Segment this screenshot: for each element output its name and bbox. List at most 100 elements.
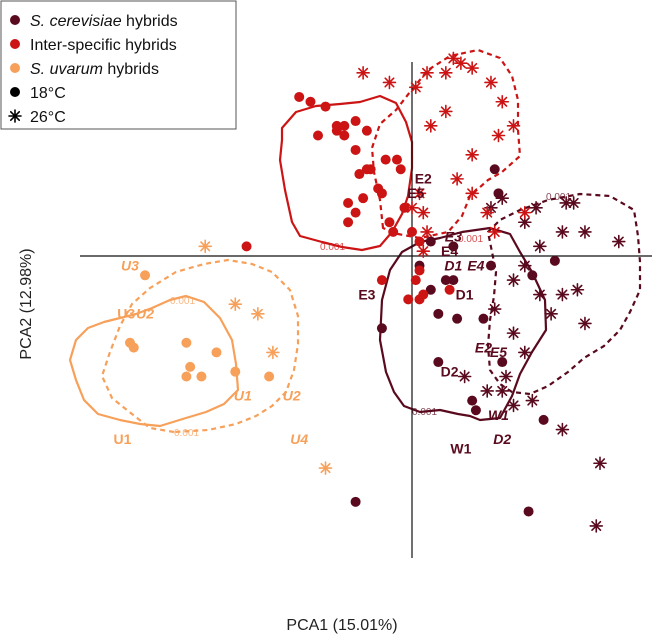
annotation-label: E5 xyxy=(490,344,507,360)
point-inter-18c xyxy=(399,202,410,213)
point-cerevisiae-18c xyxy=(467,395,478,406)
point-cerevisiae-18c xyxy=(433,308,444,319)
point-inter-26c xyxy=(420,66,434,80)
legend-marker-dot xyxy=(10,87,20,97)
point-cerevisiae-26c xyxy=(529,201,543,215)
point-inter-18c xyxy=(350,207,361,218)
point-cerevisiae-18c xyxy=(425,284,436,295)
annotation-label: E5 xyxy=(407,185,424,201)
point-cerevisiae-26c xyxy=(495,191,510,205)
annotation-label: D2 xyxy=(441,364,459,380)
point-cerevisiae-26c xyxy=(555,225,570,239)
annotation-label: D1 xyxy=(444,257,462,273)
legend-box xyxy=(0,0,237,130)
point-inter-18c xyxy=(361,125,372,136)
contour-label: 0.001 xyxy=(174,428,199,439)
point-inter-18c xyxy=(414,236,425,247)
point-cerevisiae-26c xyxy=(544,307,558,321)
point-inter-26c xyxy=(420,225,434,239)
point-cerevisiae-18c xyxy=(485,260,496,271)
point-cerevisiae-26c xyxy=(578,225,592,239)
point-uvarum-18c xyxy=(181,371,192,382)
density-contour-inter-18 xyxy=(278,94,414,252)
legend-marker-dot xyxy=(10,63,20,73)
point-inter-26c xyxy=(356,66,370,80)
point-cerevisiae-18c xyxy=(376,323,387,334)
annotation-label: D1 xyxy=(456,286,474,302)
density-contour-uva-26 xyxy=(100,258,300,434)
density-contour-cere-18 xyxy=(378,226,548,422)
point-cerevisiae-26c xyxy=(487,302,502,316)
point-inter-18c xyxy=(350,144,361,155)
annotation-label: U2 xyxy=(136,306,154,322)
annotation-label: E2 xyxy=(415,171,432,187)
annotation-label: U3 xyxy=(117,306,135,322)
point-inter-18c xyxy=(414,294,425,305)
point-inter-26c xyxy=(465,61,479,75)
point-inter-18c xyxy=(444,284,455,295)
point-inter-18c xyxy=(358,193,369,204)
point-uvarum-18c xyxy=(128,342,139,353)
point-uvarum-18c xyxy=(211,347,222,358)
legend-entry-label: Inter-specific hybrids xyxy=(30,37,177,54)
point-inter-18c xyxy=(339,120,350,131)
x-axis-title: PCA1 (15.01%) xyxy=(286,617,397,634)
point-inter-26c xyxy=(450,172,464,186)
legend-entry-label: S. cerevisiae hybrids xyxy=(30,13,178,30)
annotation-label: E4 xyxy=(467,257,484,273)
point-inter-18c xyxy=(407,226,417,237)
point-inter-18c xyxy=(376,275,387,286)
point-inter-26c xyxy=(506,119,521,133)
density-contour-cere-26 xyxy=(486,192,642,396)
point-inter-18c xyxy=(343,197,354,208)
point-cerevisiae-26c xyxy=(555,422,570,437)
point-inter-26c xyxy=(491,128,506,143)
point-inter-26c xyxy=(465,147,479,162)
point-cerevisiae-26c xyxy=(566,196,581,210)
density-contour-inter-26 xyxy=(370,48,522,240)
point-cerevisiae-26c xyxy=(506,326,521,340)
point-cerevisiae-26c xyxy=(499,369,513,384)
point-cerevisiae-26c xyxy=(578,316,592,331)
contour-label: 0.001 xyxy=(546,192,571,203)
annotation-label: U2 xyxy=(283,388,301,404)
point-uvarum-26c xyxy=(251,307,265,321)
point-cerevisiae-26c xyxy=(559,196,573,210)
annotation-label: E2 xyxy=(475,339,492,355)
annotation-label: W1 xyxy=(450,441,471,457)
annotation-label: U1 xyxy=(234,388,252,404)
point-cerevisiae-18c xyxy=(489,164,500,175)
legend-marker-dot xyxy=(10,39,20,49)
point-cerevisiae-18c xyxy=(440,275,451,286)
point-uvarum-18c xyxy=(196,371,207,382)
point-inter-18c xyxy=(414,265,425,276)
point-cerevisiae-18c xyxy=(523,506,534,517)
annotation-label: E3 xyxy=(445,229,462,245)
axes xyxy=(80,62,652,558)
point-inter-26c xyxy=(454,56,468,70)
contour-label: 0.001 xyxy=(458,234,483,245)
point-inter-18c xyxy=(395,164,406,175)
point-inter-18c xyxy=(391,154,402,165)
point-cerevisiae-26c xyxy=(517,345,532,360)
point-cerevisiae-26c xyxy=(611,234,626,249)
point-cerevisiae-26c xyxy=(533,287,547,302)
point-cerevisiae-18c xyxy=(549,255,560,266)
legend-marker-star xyxy=(8,109,22,123)
point-inter-26c xyxy=(423,119,438,133)
point-uvarum-26c xyxy=(318,461,333,475)
point-cerevisiae-18c xyxy=(350,496,361,507)
point-inter-18c xyxy=(361,164,372,175)
point-cerevisiae-18c xyxy=(497,357,508,368)
point-inter-18c xyxy=(403,294,414,305)
point-uvarum-18c xyxy=(140,270,151,281)
contour-label: 0.001 xyxy=(320,242,345,253)
annotation-label: U1 xyxy=(114,431,132,447)
point-inter-18c xyxy=(380,154,391,165)
point-cerevisiae-26c xyxy=(480,384,495,398)
point-cerevisiae-18c xyxy=(527,270,538,281)
point-uvarum-18c xyxy=(181,337,192,348)
point-uvarum-18c xyxy=(264,371,275,382)
